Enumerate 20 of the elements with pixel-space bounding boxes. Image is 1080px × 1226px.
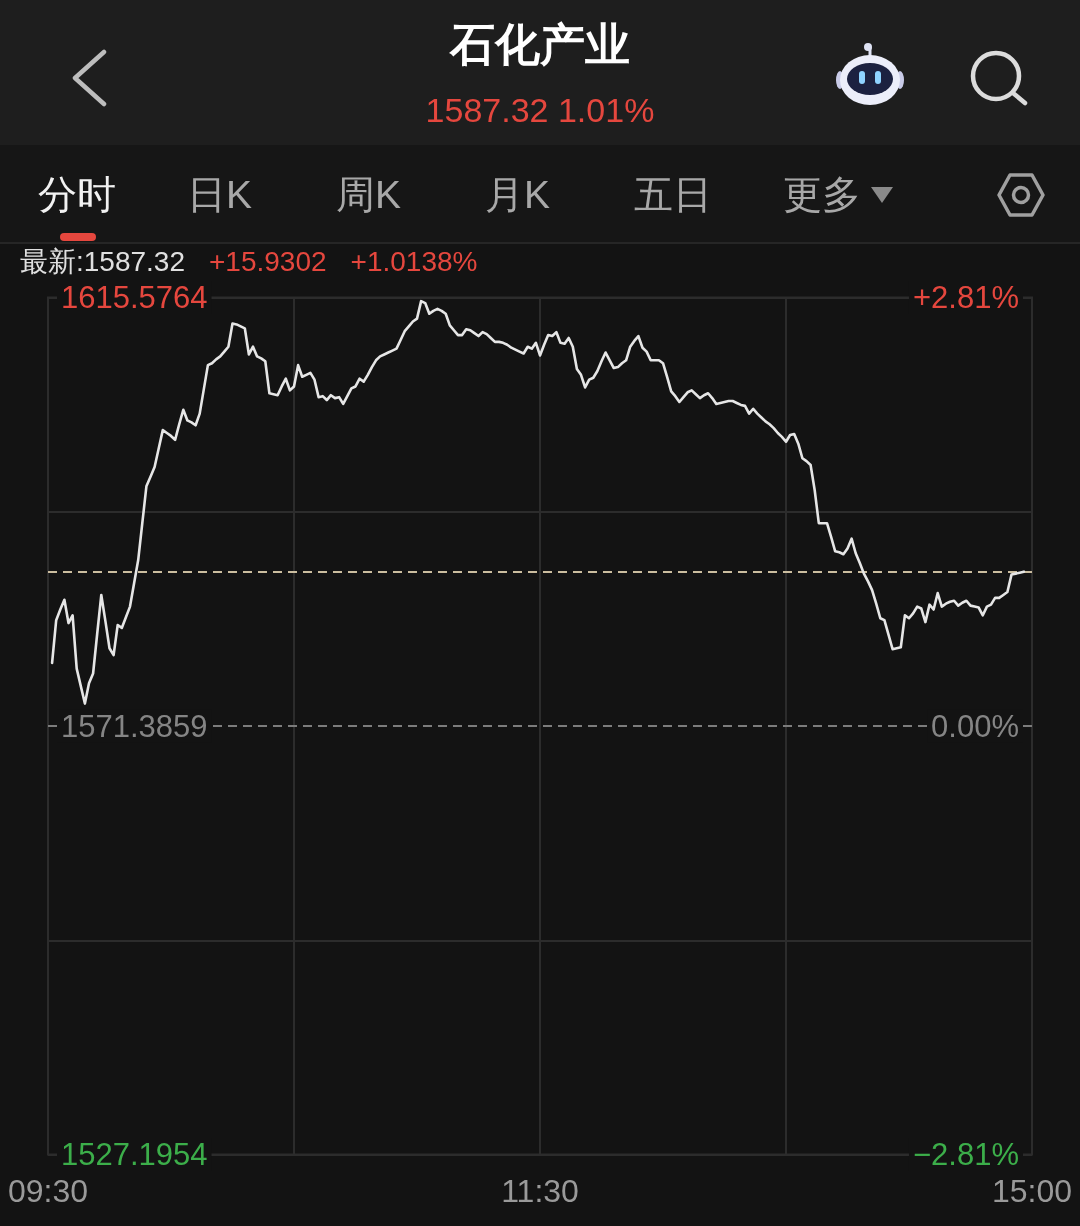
y2-tick-label: −2.81% [912,1137,1019,1172]
text: 周K [336,172,402,218]
y-tick-label: 1615.5764 [61,280,208,315]
y-tick-label: 1527.1954 [61,1137,208,1172]
y2-tick-label: 0.00% [931,708,1019,744]
chart-subtitle: 1587.32 1.01% [424,90,656,131]
text: 日K [187,172,253,218]
y-tick-label: 1571.3859 [61,708,208,744]
x-tick-label: 11:30 [501,1172,579,1209]
text: 更多 [783,172,861,218]
x-tick-label: 15:00 [991,1172,1073,1209]
y2-tick-label: +2.81% [912,280,1019,315]
text: 最新:1587.32 [20,246,185,277]
text: 五日 [634,172,712,218]
text: 月K [485,172,551,218]
text: +1.0138% [350,246,478,277]
x-tick-label: 09:30 [7,1172,89,1209]
text: 分时 [38,172,116,218]
chart-title: 石化产业 [448,18,631,72]
text: +15.9302 [209,246,327,277]
